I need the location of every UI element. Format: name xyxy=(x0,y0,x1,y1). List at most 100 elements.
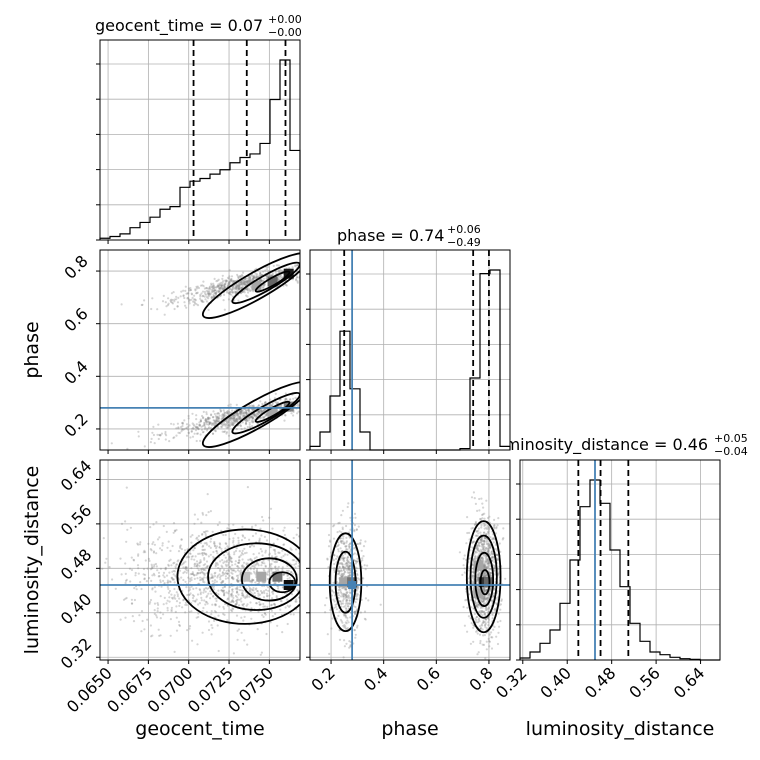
scatter-point xyxy=(482,531,486,534)
scatter-point xyxy=(364,597,367,600)
scatter-point xyxy=(187,576,190,579)
scatter-point xyxy=(191,534,194,537)
scatter-point xyxy=(153,563,156,566)
scatter-point xyxy=(342,605,346,608)
scatter-point xyxy=(213,579,217,582)
scatter-point xyxy=(173,587,176,591)
scatter-point xyxy=(495,553,498,557)
panel-content xyxy=(110,252,308,450)
scatter-point xyxy=(476,586,479,589)
scatter-point xyxy=(239,281,242,284)
scatter-point xyxy=(241,553,245,556)
scatter-point xyxy=(171,302,174,305)
scatter-point xyxy=(143,549,146,552)
scatter-point xyxy=(478,610,481,613)
scatter-point xyxy=(284,606,287,609)
scatter-point xyxy=(343,614,346,617)
scatter-point xyxy=(203,589,206,592)
scatter-point xyxy=(171,578,174,581)
scatter-point xyxy=(302,574,304,576)
scatter-point xyxy=(243,282,246,285)
scatter-point xyxy=(206,292,209,295)
scatter-point xyxy=(243,280,246,283)
scatter-point xyxy=(245,419,248,423)
scatter-point xyxy=(306,270,308,272)
scatter-point xyxy=(222,423,225,426)
scatter-point xyxy=(246,413,249,416)
scatter-point xyxy=(211,290,214,293)
scatter-point xyxy=(303,413,305,415)
scatter-point xyxy=(345,596,348,599)
scatter-point xyxy=(482,600,485,603)
scatter-point xyxy=(230,610,234,613)
scatter-point xyxy=(172,291,175,294)
scatter-point xyxy=(181,606,184,609)
scatter-point xyxy=(470,496,474,499)
scatter-point xyxy=(53,523,55,525)
scatter-point xyxy=(472,540,475,544)
scatter-point xyxy=(120,303,123,306)
scatter-point xyxy=(155,552,158,555)
scatter-point xyxy=(214,603,217,606)
scatter-point xyxy=(481,539,484,543)
scatter-point xyxy=(475,619,478,622)
scatter-point xyxy=(129,580,132,583)
scatter-point xyxy=(176,595,179,598)
scatter-point xyxy=(171,597,174,600)
scatter-point xyxy=(271,567,274,570)
scatter-point xyxy=(199,579,202,582)
scatter-point xyxy=(209,597,212,600)
scatter-point xyxy=(335,545,338,548)
scatter-point xyxy=(304,606,306,608)
scatter-point xyxy=(219,287,222,290)
scatter-point xyxy=(228,590,231,593)
scatter-point xyxy=(229,559,232,562)
scatter-point xyxy=(188,625,192,628)
scatter-point xyxy=(154,590,157,593)
scatter-point xyxy=(194,425,197,428)
scatter-point xyxy=(270,274,273,277)
scatter-point xyxy=(342,594,345,597)
scatter-point xyxy=(348,567,351,570)
scatter-point xyxy=(237,287,240,290)
scatter-point xyxy=(476,632,479,635)
scatter-point xyxy=(246,594,249,597)
scatter-point xyxy=(232,423,235,427)
scatter-point xyxy=(182,428,185,431)
scatter-point xyxy=(491,556,494,559)
scatter-point xyxy=(295,533,298,536)
scatter-point xyxy=(485,547,488,550)
scatter-point xyxy=(495,635,498,638)
x-tick-label: 0.64 xyxy=(670,663,709,702)
scatter-point xyxy=(332,537,336,540)
scatter-point xyxy=(204,419,207,422)
scatter-point xyxy=(235,418,238,421)
scatter-point xyxy=(484,589,487,592)
scatter-point xyxy=(333,524,336,527)
scatter-point xyxy=(300,273,302,275)
scatter-point xyxy=(268,516,271,519)
scatter-point xyxy=(482,619,485,623)
scatter-point xyxy=(241,564,244,567)
scatter-point xyxy=(188,588,192,591)
scatter-point xyxy=(176,301,180,304)
scatter-point xyxy=(345,588,348,591)
scatter-point xyxy=(231,421,234,424)
scatter-point xyxy=(270,569,273,572)
scatter-point xyxy=(292,397,295,400)
scatter-point xyxy=(187,292,190,295)
scatter-point xyxy=(262,417,265,420)
scatter-point xyxy=(223,283,226,286)
scatter-point xyxy=(159,547,162,550)
scatter-point xyxy=(177,620,181,624)
scatter-point xyxy=(338,610,341,613)
scatter-point xyxy=(253,591,256,595)
density-contour xyxy=(201,381,300,448)
scatter-point xyxy=(236,580,239,583)
scatter-point xyxy=(239,412,242,415)
scatter-point xyxy=(218,283,221,286)
scatter-point xyxy=(326,633,329,636)
scatter-point xyxy=(474,522,477,525)
scatter-point xyxy=(240,410,243,413)
scatter-point xyxy=(241,279,244,282)
